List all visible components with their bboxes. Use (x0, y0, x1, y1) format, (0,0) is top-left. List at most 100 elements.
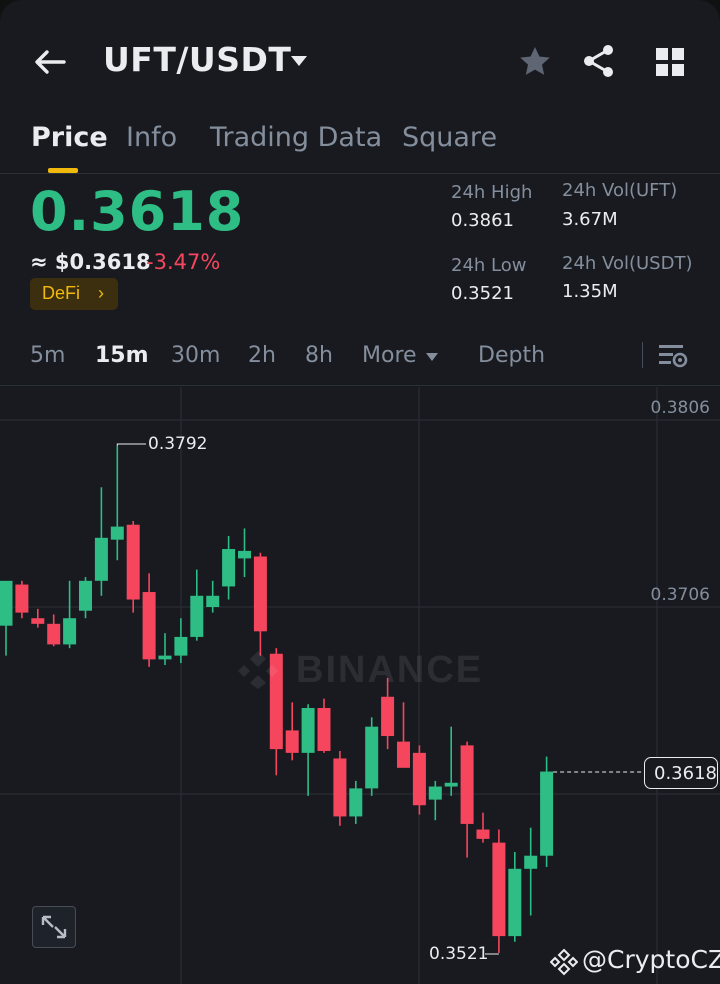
caret-down-icon[interactable] (288, 52, 310, 70)
candle (253, 552, 267, 656)
chevron-right-icon: › (98, 283, 104, 303)
credit-text: @CryptoCZ (582, 945, 720, 974)
interval-5m[interactable]: 5m (30, 343, 66, 368)
candle (333, 750, 347, 826)
candle (397, 702, 410, 768)
high-marker-label: 0.3792 (148, 434, 208, 454)
candle-body (15, 584, 29, 613)
caret-down-icon (425, 349, 439, 361)
candle (142, 573, 156, 667)
candle (31, 608, 45, 628)
candle (79, 577, 92, 619)
candle-body (381, 696, 395, 737)
candle-body (238, 550, 251, 559)
candle (444, 726, 458, 796)
active-tab-indicator (48, 168, 78, 173)
vol-base-label: 24h Vol(UFT) (562, 180, 678, 201)
interval-depth[interactable]: Depth (478, 343, 546, 368)
interval-8h[interactable]: 8h (305, 343, 333, 368)
chart-canvas (0, 387, 720, 984)
candle (365, 717, 379, 796)
candle-body (222, 549, 236, 587)
candlestick-chart[interactable]: BINANCE 0.3806 0.3706 0.3792 0.3521 0.36… (0, 387, 720, 984)
candle (412, 745, 426, 815)
candle (63, 580, 77, 649)
current-price-tag: 0.3618 (644, 757, 718, 789)
candle (317, 698, 331, 753)
axis-label-mid: 0.3706 (650, 585, 710, 605)
candle (190, 569, 204, 641)
candle-body (126, 524, 140, 600)
defi-tag[interactable]: DeFi › (30, 278, 118, 310)
axis-label-top: 0.3806 (650, 398, 710, 418)
candle-body (31, 618, 45, 624)
candle-body (285, 730, 299, 753)
current-price-value: 0.3618 (654, 763, 717, 784)
tab-bar: Price Info Trading Data Square (0, 112, 720, 174)
low-value: 0.3521 (451, 283, 514, 304)
candle-body (333, 758, 347, 817)
change-percent: -3.47% (146, 250, 221, 274)
candle-body (428, 786, 442, 800)
candle (0, 580, 13, 656)
interval-2h[interactable]: 2h (248, 343, 276, 368)
candle-body (476, 829, 490, 839)
candle-body (47, 623, 61, 645)
candle-body (365, 726, 379, 789)
candle (158, 633, 172, 665)
candle (15, 580, 29, 619)
candle (381, 678, 395, 750)
candle (269, 648, 283, 776)
binance-watermark: BINANCE (236, 649, 486, 691)
interval-more[interactable]: More (362, 343, 417, 368)
candle (126, 520, 140, 613)
last-price: 0.3618 (30, 180, 245, 243)
candle-body (142, 592, 156, 660)
tab-info[interactable]: Info (126, 122, 178, 153)
usd-price: ≈ $0.3618 (30, 250, 151, 274)
candle (47, 614, 61, 647)
high-marker-line (116, 443, 146, 447)
candle-body (63, 618, 77, 645)
candle-body (397, 741, 410, 768)
low-label: 24h Low (451, 255, 527, 276)
candle (492, 829, 506, 953)
divider (642, 342, 643, 368)
tab-price[interactable]: Price (31, 122, 108, 153)
interval-30m[interactable]: 30m (171, 343, 221, 368)
expand-icon[interactable] (32, 906, 76, 948)
candle (428, 780, 442, 821)
interval-15m[interactable]: 15m (95, 343, 149, 368)
candle-body (174, 636, 188, 656)
vol-quote-label: 24h Vol(USDT) (562, 253, 693, 274)
pair-title[interactable]: UFT/USDT (103, 40, 292, 79)
tab-square[interactable]: Square (402, 122, 498, 153)
candle (540, 756, 554, 867)
candle-body (317, 707, 331, 751)
candle (476, 812, 490, 843)
candle-body (444, 782, 458, 787)
grid-menu-icon[interactable] (652, 44, 688, 80)
ticker-summary: 0.3618 ≈ $0.3618 -3.47% DeFi › 24h High … (0, 175, 720, 325)
star-icon[interactable] (517, 44, 553, 80)
candle-body (492, 842, 506, 937)
candle (222, 535, 236, 600)
candle (508, 851, 522, 942)
candle-body (540, 771, 554, 856)
candle-body (79, 580, 92, 611)
share-icon[interactable] (580, 42, 618, 80)
candle-body (301, 707, 315, 753)
high-label: 24h High (451, 182, 533, 203)
candle-body (94, 537, 108, 581)
candle-body (524, 855, 538, 869)
credit-watermark: @CryptoCZ (550, 942, 720, 976)
chart-settings-icon[interactable] (656, 340, 688, 370)
high-value: 0.3861 (451, 210, 514, 231)
candle-body (269, 653, 283, 750)
candle (238, 528, 251, 578)
candle-body (253, 556, 267, 632)
tab-trading-data[interactable]: Trading Data (210, 122, 383, 153)
candle (460, 741, 474, 858)
arrow-left-icon[interactable] (30, 42, 70, 82)
candle (110, 446, 124, 561)
